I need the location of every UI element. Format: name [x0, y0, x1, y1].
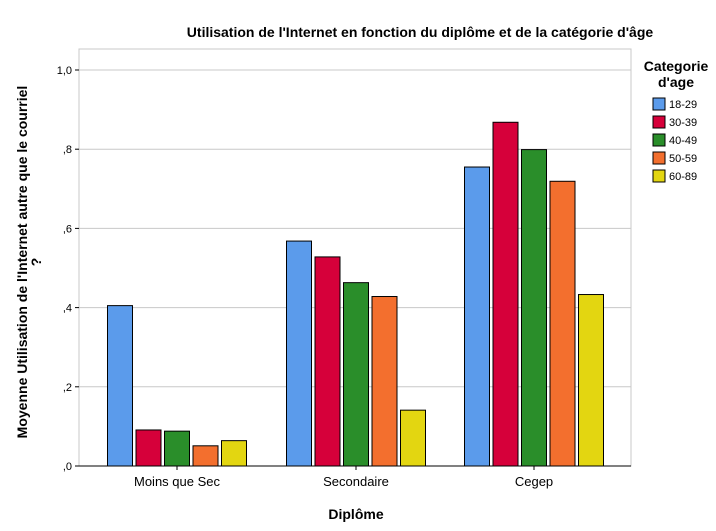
bar-50-59-moins-que-sec — [192, 445, 219, 467]
y-tick-label: 1,0 — [57, 65, 72, 77]
bar-18-29-cegep — [464, 166, 490, 467]
bar-60-89-moins-que-sec — [221, 440, 247, 467]
bar-18-29-moins-que-sec — [107, 305, 133, 467]
x-axis-label: Diplôme — [328, 506, 383, 522]
y-axis-label-line-2: ? — [28, 258, 44, 267]
bar-50-59-secondaire — [371, 296, 398, 467]
legend-title-line-1: Categorie — [644, 58, 709, 74]
legend: Categorie d'age 18-29 30-39 40-49 50-59 60-8… — [644, 58, 709, 183]
y-tick-label: ,2 — [63, 382, 72, 394]
legend-label-18-29: 18-29 — [669, 99, 697, 111]
x-category-label: Moins que Sec — [134, 474, 220, 489]
y-tick-label: ,8 — [63, 144, 72, 156]
bar-40-49-secondaire — [343, 282, 369, 467]
y-axis-label-line-1: Moyenne Utilisation de l'Internet autre … — [14, 86, 30, 439]
legend-title-line-2: d'age — [658, 74, 694, 90]
x-category-label: Secondaire — [323, 474, 389, 489]
y-tick-label: ,0 — [63, 461, 72, 473]
legend-swatch-60-89 — [652, 169, 666, 183]
legend-label-40-49: 40-49 — [669, 135, 697, 147]
legend-label-60-89: 60-89 — [669, 171, 697, 183]
x-category-labels: Moins que Sec Secondaire Cegep — [134, 466, 553, 489]
y-tick-labels: ,0 ,2 ,4 ,6 ,8 1,0 — [57, 65, 79, 473]
bar-40-49-moins-que-sec — [164, 430, 190, 467]
legend-label-50-59: 50-59 — [669, 153, 697, 165]
bar-30-39-cegep — [492, 121, 519, 467]
bars — [107, 121, 604, 467]
y-axis-label: Moyenne Utilisation de l'Internet autre … — [14, 86, 44, 439]
bar-40-49-cegep — [521, 149, 547, 467]
y-tick-label: ,6 — [63, 223, 72, 235]
legend-label-30-39: 30-39 — [669, 117, 697, 129]
bar-50-59-cegep — [549, 180, 576, 467]
x-category-label: Cegep — [515, 474, 553, 489]
legend-swatch-30-39 — [652, 115, 666, 129]
legend-swatch-40-49 — [652, 133, 666, 147]
y-tick-label: ,4 — [63, 303, 72, 315]
bar-18-29-secondaire — [286, 240, 312, 467]
legend-swatch-18-29 — [652, 97, 666, 111]
bar-60-89-cegep — [578, 294, 604, 467]
bar-30-39-secondaire — [314, 256, 341, 467]
chart-title: Utilisation de l'Internet en fonction du… — [187, 24, 654, 40]
bar-30-39-moins-que-sec — [135, 429, 162, 467]
legend-swatch-50-59 — [652, 151, 666, 165]
bar-60-89-secondaire — [400, 409, 426, 467]
